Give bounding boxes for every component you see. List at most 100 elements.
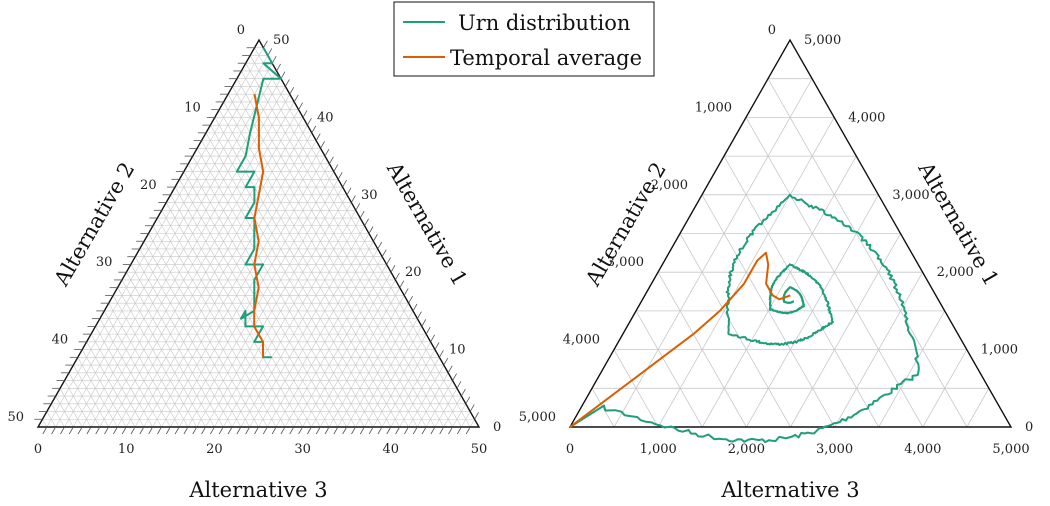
grid-line bbox=[99, 318, 162, 428]
tick-label-alt2: 5,000 bbox=[519, 410, 556, 425]
tick-mark bbox=[329, 156, 334, 165]
grid-line bbox=[130, 264, 224, 428]
tick-mark bbox=[298, 426, 303, 435]
grid-line bbox=[157, 217, 277, 428]
tick-mark bbox=[293, 94, 299, 103]
tick-mark bbox=[130, 426, 136, 435]
tick-mark bbox=[139, 426, 145, 435]
tick-mark bbox=[60, 426, 65, 435]
grid-line bbox=[104, 310, 171, 428]
grid-line bbox=[613, 78, 813, 428]
grid-line bbox=[42, 419, 48, 428]
tick-mark bbox=[404, 426, 409, 435]
tick-mark bbox=[210, 426, 215, 435]
axis-title-alt2: Alternative 2 bbox=[580, 158, 670, 291]
grid-line bbox=[258, 233, 370, 428]
tick-mark bbox=[351, 195, 356, 203]
grid-line bbox=[416, 372, 449, 428]
grid-line bbox=[59, 388, 83, 428]
tick-mark bbox=[412, 303, 418, 312]
grid-line bbox=[452, 403, 467, 428]
tick-mark bbox=[368, 226, 374, 234]
tick-mark bbox=[271, 426, 277, 435]
grid-line bbox=[878, 310, 946, 428]
legend-label-average: Temporal average bbox=[450, 46, 642, 70]
tick-mark bbox=[474, 412, 479, 420]
grid-line bbox=[55, 395, 74, 428]
grid-line bbox=[188, 163, 339, 428]
grid-line bbox=[657, 272, 747, 428]
series-urn-distribution bbox=[569, 193, 920, 444]
grid-line bbox=[50, 403, 65, 428]
axis-title-alt2: Alternative 2 bbox=[49, 158, 139, 291]
tick-label-alt3: 1,000 bbox=[640, 442, 677, 457]
tick-label-alt1: 50 bbox=[273, 33, 290, 48]
tick-mark bbox=[280, 71, 286, 79]
tick-mark bbox=[307, 426, 312, 435]
grid-line bbox=[161, 210, 286, 428]
tick-mark bbox=[68, 426, 74, 435]
tick-mark bbox=[315, 133, 321, 141]
tick-mark bbox=[201, 426, 206, 435]
tick-label-alt2: 4,000 bbox=[563, 333, 600, 348]
tick-mark bbox=[359, 210, 365, 219]
grid-line bbox=[232, 86, 427, 428]
grid-line bbox=[201, 140, 365, 428]
grid-line bbox=[112, 295, 189, 428]
grid-line bbox=[81, 78, 282, 428]
grid-line bbox=[117, 287, 198, 428]
tick-mark bbox=[351, 426, 356, 435]
legend: Urn distribution Temporal average bbox=[393, 1, 655, 77]
tick-label-alt3: 40 bbox=[383, 442, 400, 457]
tick-label-alt2: 20 bbox=[140, 178, 157, 193]
tick-label-alt3: 20 bbox=[206, 442, 223, 457]
grid-line bbox=[73, 364, 109, 428]
tick-mark bbox=[359, 426, 365, 435]
grid-line bbox=[126, 272, 215, 428]
tick-label-alt2: 10 bbox=[184, 100, 201, 115]
tick-mark bbox=[448, 426, 453, 435]
axis-title-alt1: Alternative 1 bbox=[382, 157, 472, 290]
tick-label-alt1: 3,000 bbox=[892, 188, 929, 203]
tick-mark bbox=[254, 426, 259, 435]
grid-line bbox=[381, 341, 431, 428]
tick-mark bbox=[337, 172, 343, 180]
grid bbox=[42, 47, 475, 428]
grid-line bbox=[214, 117, 392, 428]
grid-line bbox=[108, 303, 180, 428]
tick-mark bbox=[262, 426, 268, 435]
tick-label-alt1: 30 bbox=[361, 188, 378, 203]
grid-line bbox=[249, 55, 462, 428]
tick-label-alt1: 2,000 bbox=[937, 265, 974, 280]
grid-line bbox=[165, 202, 295, 428]
tick-label-alt1: 0 bbox=[493, 420, 501, 435]
left-ternary-plot: 0 0 0 10 10 10 20 20 20 30 30 30 40 40 40 50 50 50 Alterna… bbox=[7, 23, 501, 502]
tick-mark bbox=[386, 426, 392, 435]
tick-label-alt3: 10 bbox=[118, 442, 135, 457]
tick-mark bbox=[192, 426, 198, 435]
tick-mark bbox=[417, 311, 422, 319]
grid-line bbox=[152, 140, 317, 428]
grid-line bbox=[236, 78, 436, 428]
grid-line bbox=[745, 117, 924, 428]
grid-line bbox=[245, 63, 453, 428]
grid-line bbox=[399, 357, 440, 428]
grid-line bbox=[143, 241, 250, 428]
tick-mark bbox=[51, 426, 56, 435]
triangle-frame bbox=[568, 38, 1013, 428]
tick-mark bbox=[465, 396, 471, 404]
grid-line bbox=[790, 233, 901, 428]
tick-label-alt1: 40 bbox=[317, 110, 334, 125]
tick-mark bbox=[77, 426, 83, 435]
tick-label-alt3: 2,000 bbox=[728, 442, 765, 457]
grid-line bbox=[196, 148, 356, 428]
tick-mark bbox=[395, 426, 400, 435]
grid-line bbox=[81, 349, 127, 428]
tick-mark bbox=[245, 426, 251, 435]
grid-line bbox=[240, 217, 361, 428]
tick-mark bbox=[373, 234, 378, 242]
tick-mark bbox=[95, 426, 101, 435]
grid-line bbox=[679, 233, 791, 428]
tick-mark bbox=[271, 56, 277, 64]
